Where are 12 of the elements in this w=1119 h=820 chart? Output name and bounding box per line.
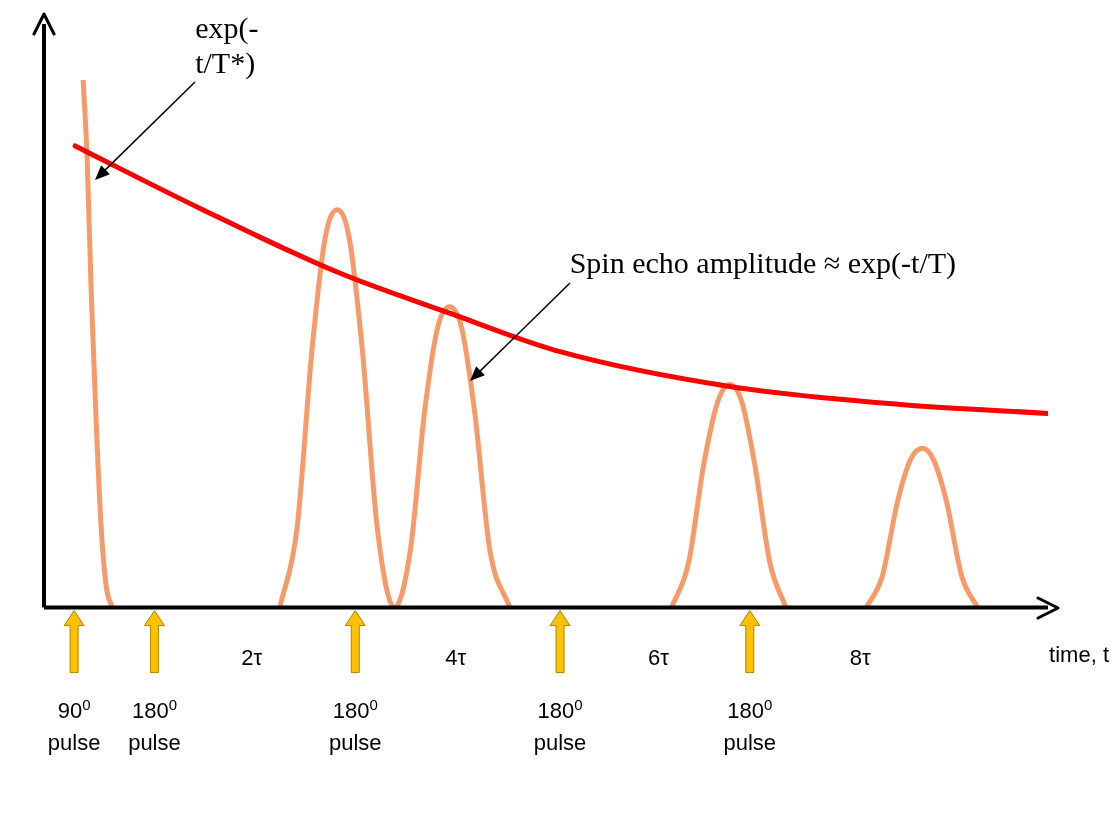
annotation: exp(-t/T*): [195, 11, 260, 81]
ref-line-label: 180$^{0}$ pulse: [327, 694, 383, 757]
x-tick-label: 4τ: [445, 644, 467, 670]
x-tick-label: 6τ: [647, 644, 670, 670]
x-axis-title: time, t: [1049, 641, 1109, 667]
x-tick-label: 8τ: [849, 644, 872, 670]
ref-line-label: 90$^{0}$ pulse: [46, 694, 102, 757]
ref-line-label: 180$^{0}$ pulse: [722, 694, 778, 757]
ref-line-label: 180$^{0}$ pulse: [532, 694, 588, 757]
annotation: Spin echo amplitude ≈ exp(-t/T): [569, 245, 957, 281]
ref-line-label: 180$^{0}$ pulse: [127, 694, 182, 757]
x-tick-label: 2τ: [241, 644, 263, 670]
